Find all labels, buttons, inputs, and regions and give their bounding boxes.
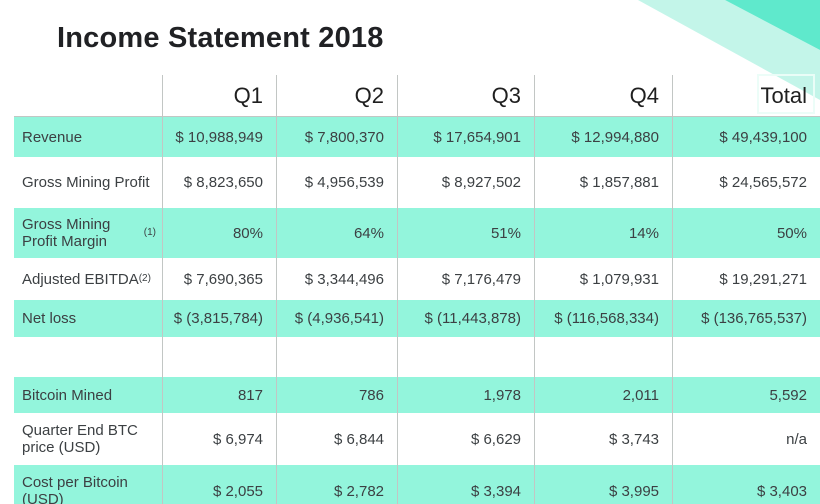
cell-q3: 1,978: [398, 377, 535, 413]
cell-q3: $ 6,629: [398, 413, 535, 465]
cell-q1: $ 8,823,650: [163, 157, 277, 208]
cell-q3: $ 7,176,479: [398, 258, 535, 300]
row-label: Net loss: [14, 300, 163, 337]
table-header-row: Q1 Q2 Q3 Q4 Total: [14, 75, 820, 117]
cell-q4: [535, 337, 673, 377]
header-q3: Q3: [398, 75, 535, 116]
cell-q4: 14%: [535, 208, 673, 258]
cell-q1: $ 10,988,949: [163, 117, 277, 157]
table-row: [14, 337, 820, 377]
table-row: Adjusted EBITDA (2) $ 7,690,365 $ 3,344,4…: [14, 258, 820, 300]
header-total: Total: [760, 82, 807, 108]
cell-q4: $ 3,995: [535, 465, 673, 504]
cell-q2: [277, 337, 398, 377]
cell-total: $ 49,439,100: [673, 117, 820, 157]
cell-q2: $ 7,800,370: [277, 117, 398, 157]
cell-q2: $ (4,936,541): [277, 300, 398, 337]
cell-total: 50%: [673, 208, 820, 258]
table-row: Revenue $ 10,988,949 $ 7,800,370 $ 17,65…: [14, 117, 820, 157]
cell-total: n/a: [786, 430, 807, 448]
cell-total: $ 19,291,271: [719, 270, 807, 288]
page-title: Income Statement 2018: [57, 22, 384, 54]
cell-total: [673, 337, 820, 377]
cell-q3: $ 8,927,502: [398, 157, 535, 208]
cell-q1: $ 7,690,365: [163, 258, 277, 300]
cell-total: $ 24,565,572: [719, 174, 807, 191]
cell-total: 5,592: [673, 377, 820, 413]
cell-q1: 817: [163, 377, 277, 413]
table-row: Cost per Bitcoin (USD) $ 2,055 $ 2,782 $…: [14, 465, 820, 504]
cell-q2: $ 2,782: [277, 465, 398, 504]
table-row: Net loss $ (3,815,784) $ (4,936,541) $ (…: [14, 300, 820, 337]
cell-q2: $ 6,844: [277, 413, 398, 465]
cell-q4: $ 3,743: [535, 413, 673, 465]
cell-q1: $ 6,974: [163, 413, 277, 465]
cell-q3: 51%: [398, 208, 535, 258]
corner-frame-outline: [757, 74, 815, 114]
table-row: Gross Mining Profit $ 8,823,650 $ 4,956,…: [14, 157, 820, 208]
header-q2: Q2: [277, 75, 398, 116]
row-label: Adjusted EBITDA (2): [14, 258, 163, 300]
cell-q2: 786: [277, 377, 398, 413]
cell-q4: $ 12,994,880: [535, 117, 673, 157]
cell-q4: $ 1,079,931: [535, 258, 673, 300]
cell-total: $ (136,765,537): [673, 300, 820, 337]
cell-q4: 2,011: [535, 377, 673, 413]
cell-q3: [398, 337, 535, 377]
table-row: Quarter End BTC price (USD) $ 6,974 $ 6,…: [14, 413, 820, 465]
row-label: [14, 337, 163, 377]
income-statement-table: Q1 Q2 Q3 Q4 Total Revenue $ 10,988,949 $…: [14, 75, 820, 504]
cell-q1: $ (3,815,784): [163, 300, 277, 337]
row-label: Bitcoin Mined: [14, 377, 163, 413]
cell-q2: 64%: [277, 208, 398, 258]
cell-total: $ 3,403: [673, 465, 820, 504]
table-row: Gross Mining Profit Margin (1) 80% 64% 51…: [14, 208, 820, 258]
header-blank: [14, 75, 163, 116]
cell-q4: $ (116,568,334): [535, 300, 673, 337]
row-label: Revenue: [14, 117, 163, 157]
cell-q3: $ (11,443,878): [398, 300, 535, 337]
cell-q4: $ 1,857,881: [535, 157, 673, 208]
cell-q1: $ 2,055: [163, 465, 277, 504]
row-label: Cost per Bitcoin (USD): [14, 465, 163, 504]
cell-q1: [163, 337, 277, 377]
header-q4: Q4: [535, 75, 673, 116]
row-label: Gross Mining Profit Margin (1): [14, 208, 163, 258]
cell-q1: 80%: [163, 208, 277, 258]
cell-q3: $ 17,654,901: [398, 117, 535, 157]
row-label: Gross Mining Profit: [14, 157, 163, 208]
cell-q3: $ 3,394: [398, 465, 535, 504]
cell-q2: $ 4,956,539: [277, 157, 398, 208]
cell-q2: $ 3,344,496: [277, 258, 398, 300]
table-row: Bitcoin Mined 817 786 1,978 2,011 5,592: [14, 377, 820, 413]
header-q1: Q1: [163, 75, 277, 116]
row-label: Quarter End BTC price (USD): [14, 413, 163, 465]
